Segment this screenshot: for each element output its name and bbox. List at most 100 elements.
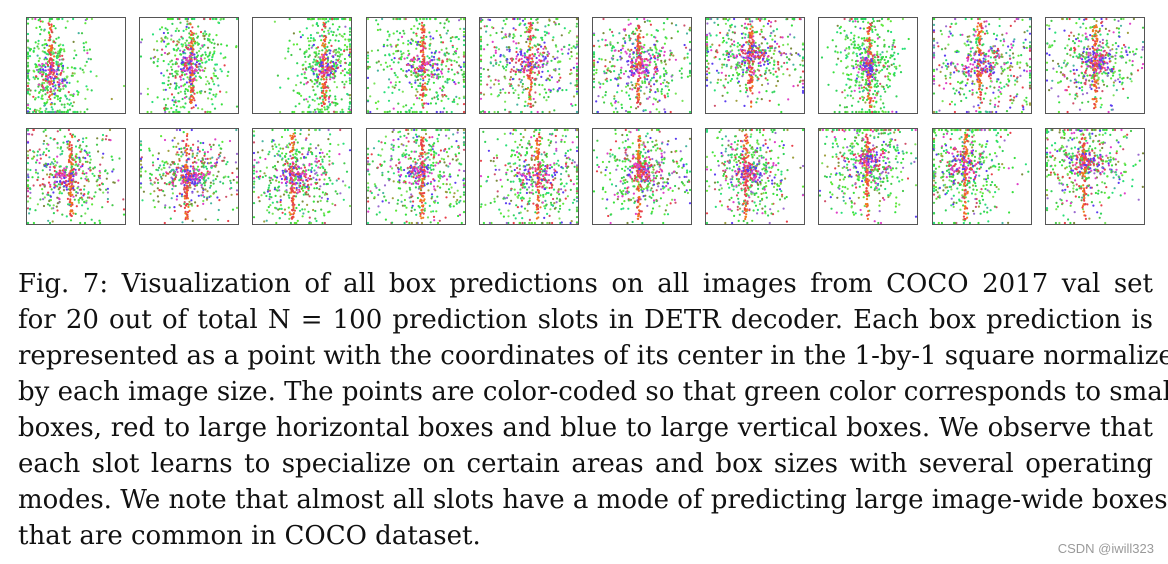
scatter-point: [217, 84, 220, 87]
scatter-point: [624, 41, 627, 44]
scatter-point: [709, 81, 712, 84]
scatter-point: [162, 31, 166, 35]
scatter-point: [954, 89, 958, 92]
scatter-point: [863, 37, 866, 40]
scatter-point: [788, 58, 791, 61]
scatter-point: [502, 36, 505, 39]
scatter-point: [421, 62, 424, 66]
scatter-point: [525, 30, 528, 33]
scatter-point: [772, 30, 775, 33]
scatter-point: [1028, 69, 1031, 72]
scatter-point: [965, 40, 969, 43]
scatter-point: [522, 60, 525, 63]
scatter-point: [190, 40, 193, 43]
scatter-point: [420, 42, 424, 45]
scatter-point: [176, 40, 179, 43]
scatter-point: [309, 65, 312, 68]
scatter-point: [73, 49, 76, 52]
scatter-point: [307, 110, 310, 113]
scatter-point: [50, 76, 53, 79]
scatter-point: [323, 71, 327, 74]
scatter-point: [609, 78, 612, 82]
scatter-point: [542, 47, 545, 50]
scatter-point: [497, 82, 500, 86]
scatter-point: [944, 82, 947, 85]
scatter-point: [346, 48, 349, 51]
scatter-point: [780, 65, 783, 68]
scatter-point: [545, 63, 548, 66]
scatter-point: [769, 47, 772, 50]
scatter-point: [612, 110, 615, 113]
scatter-point: [183, 90, 187, 93]
scatter-point: [546, 77, 550, 80]
scatter-point: [879, 53, 882, 56]
scatter-point: [37, 96, 40, 99]
scatter-point: [68, 108, 72, 111]
scatter-point: [517, 84, 520, 87]
scatter-point: [932, 78, 935, 81]
scatter-point: [751, 38, 754, 41]
scatter-point: [721, 66, 724, 69]
scatter-point: [41, 94, 44, 97]
scatter-point: [638, 48, 641, 51]
scatter-point: [846, 94, 850, 97]
scatter-point: [431, 66, 434, 69]
scatter-point: [533, 77, 537, 80]
scatter-point: [496, 110, 499, 113]
scatter-point: [729, 45, 732, 48]
scatter-point: [183, 73, 187, 76]
scatter-point: [595, 68, 598, 71]
scatter-point: [724, 100, 727, 103]
scatter-point: [774, 40, 777, 43]
scatter-point: [203, 57, 207, 60]
scatter-point: [636, 98, 640, 101]
scatter-point: [212, 80, 215, 83]
scatter-point: [193, 53, 196, 56]
scatter-point: [802, 42, 805, 45]
scatter-point: [994, 58, 997, 62]
scatter-point: [748, 34, 752, 37]
scatter-point: [406, 54, 410, 57]
scatter-point: [146, 87, 150, 90]
scatter-point: [769, 34, 772, 37]
scatter-point: [338, 25, 341, 28]
scatter-point: [969, 74, 972, 77]
scatter-point: [56, 52, 59, 55]
scatter-point: [184, 56, 187, 59]
scatter-point: [27, 57, 30, 60]
scatter-point: [747, 81, 750, 85]
scatter-point: [1002, 85, 1005, 88]
scatter-point: [745, 89, 749, 92]
scatter-point: [650, 57, 653, 60]
scatter-point: [869, 51, 872, 54]
scatter-point: [519, 50, 522, 54]
scatter-point: [550, 76, 553, 79]
scatter-point: [314, 68, 317, 71]
scatter-point: [1012, 40, 1015, 43]
scatter-point: [988, 99, 992, 102]
scatter-point: [652, 76, 655, 79]
scatter-point: [77, 32, 80, 35]
scatter-point: [556, 80, 559, 84]
scatter-point: [449, 63, 453, 66]
scatter-point: [1024, 100, 1028, 103]
scatter-point: [375, 107, 378, 110]
scatter-point: [329, 104, 332, 107]
scatter-point: [287, 77, 290, 80]
scatter-point: [613, 95, 616, 98]
scatter-point: [537, 71, 540, 75]
scatter-point: [649, 110, 652, 113]
scatter-point: [797, 53, 800, 56]
scatter-point: [718, 44, 721, 47]
scatter-point: [770, 56, 773, 60]
scatter-point: [302, 34, 305, 37]
scatter-point: [366, 60, 369, 63]
scatter-point: [736, 45, 739, 48]
scatter-point: [982, 20, 986, 23]
scatter-point: [641, 80, 644, 83]
scatter-point: [182, 84, 185, 87]
scatter-point: [998, 18, 1001, 21]
scatter-point: [889, 72, 892, 75]
scatter-point: [789, 33, 792, 36]
scatter-point: [647, 74, 650, 77]
